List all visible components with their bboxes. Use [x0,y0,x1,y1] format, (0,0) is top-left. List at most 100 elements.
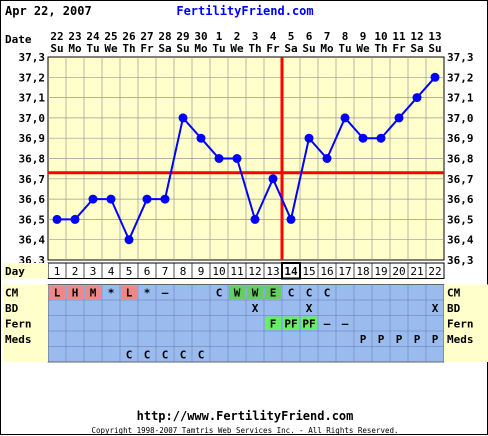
temperature-point [232,154,242,163]
weekday-tick: Su [50,42,63,55]
table-labels-right-bg [444,284,488,362]
day-label-bg [3,263,48,279]
date-tick: 7 [324,30,331,43]
day-number: 21 [410,265,423,278]
temperature-point [322,154,332,163]
temperature-point [52,214,62,224]
y-tick-label-right: 37,3 [447,51,474,64]
temperature-point [394,113,404,123]
date-tick: 28 [158,30,171,43]
date-tick: 3 [252,30,259,43]
row-label-right: Fern [447,318,474,331]
row-label-left: CM [5,287,19,300]
footer-copyright: Copyright 1998-2007 Tamtris Web Services… [91,426,398,435]
temperature-point [286,214,296,224]
temperature-point [430,72,440,82]
temperature-point [214,154,224,163]
y-tick-label-left: 37,2 [19,71,46,84]
temperature-point [196,133,206,143]
cell-value: C [324,287,331,300]
cell-value: P [396,333,403,346]
day-number: 19 [374,265,387,278]
date-tick: 29 [176,30,189,43]
cell-value: P [414,333,421,346]
cell-value: L [126,287,133,300]
chart-table: Day 1 2 3 4 5 6 7 8 9 10 11 12 13 14 15 16 17 18 19 20 21 22CM… [3,262,488,363]
temperature-point [142,194,152,204]
day-row-label: Day [5,265,25,278]
cell-value: C [216,287,223,300]
weekday-tick: We [104,42,118,55]
y-tick-label-right: 36,5 [447,213,474,226]
date-tick: 13 [428,30,441,43]
row-label-left: Fern [5,318,32,331]
weekday-tick: Su [428,42,441,55]
cell-value: P [378,333,385,346]
temperature-point [268,174,278,184]
date-tick: 5 [288,30,295,43]
y-tick-label-right: 36,8 [447,153,474,166]
weekday-tick: Th [248,42,261,55]
date-tick: 22 [50,30,63,43]
temperature-point [124,235,134,245]
cell-value: W [234,287,241,300]
weekday-tick: We [230,42,244,55]
footer-url-link[interactable]: http://www.FertilityFriend.com [137,409,354,423]
temperature-point [304,133,314,143]
cell-value: L [54,287,61,300]
weekday-tick: Tu [212,42,225,55]
date-label: Date [5,33,32,46]
weekday-tick: Sa [284,42,297,55]
y-tick-label-right: 37,0 [447,112,474,125]
day-number: 20 [392,265,405,278]
cell-highlight [265,316,281,330]
date-tick: 23 [68,30,81,43]
temperature-point [376,133,386,143]
row-label-left: Meds [5,333,32,346]
date-tick: 24 [86,30,100,43]
day-number: 13 [266,265,279,278]
cell-highlight [301,316,317,330]
weekday-tick: Su [302,42,315,55]
cell-value: C [288,287,295,300]
header-site-link[interactable]: FertilityFriend.com [176,4,313,18]
day-number: 8 [180,265,187,278]
day-number: 2 [72,265,79,278]
temperature-point [340,113,350,123]
temperature-point [88,194,98,204]
cell-value: PF [284,318,297,331]
header-date: Apr 22, 2007 [5,4,92,18]
weekday-tick: Su [176,42,189,55]
temperature-point [250,214,260,224]
cell-value: C [198,349,205,362]
row-label-right: CM [447,287,461,300]
cell-highlight [283,316,299,330]
y-tick-label-left: 36,9 [19,132,46,145]
row-label-left: BD [5,302,19,315]
cell-highlight [85,285,101,299]
day-number: 7 [162,265,169,278]
day-number: 14 [284,265,298,278]
cell-value: C [144,349,151,362]
row-label-right: BD [447,302,461,315]
day-number: 17 [338,265,351,278]
y-tick-label-left: 36,8 [19,153,46,166]
cell-value: M [90,287,97,300]
cell-value: X [432,302,439,315]
date-tick: 10 [374,30,387,43]
cell-value: X [252,302,259,315]
cell-value: – [342,318,349,331]
weekday-tick: Th [374,42,387,55]
weekday-tick: We [356,42,370,55]
y-tick-label-left: 36,4 [19,234,46,247]
day-number: 11 [230,265,243,278]
temperature-point [160,194,170,204]
weekday-tick: Sa [158,42,171,55]
weekday-tick: Mo [194,42,208,55]
day-number: 1 [54,265,61,278]
table-labels-bg [3,284,48,362]
date-tick: 30 [194,30,207,43]
weekday-tick: Fr [266,42,280,55]
date-tick: 8 [342,30,349,43]
